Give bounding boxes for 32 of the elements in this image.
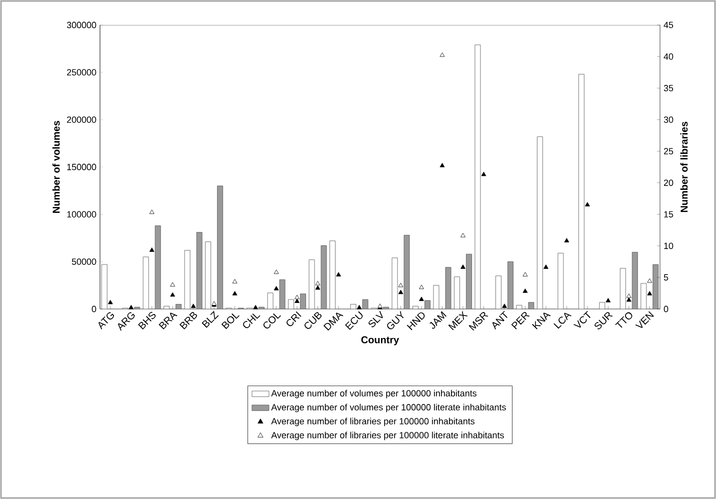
y2-tick-label: 5: [664, 274, 668, 281]
x-tick-label: TTO: [615, 312, 632, 328]
y2-tick-label: 40: [664, 53, 674, 60]
y-tick-label: 150000: [67, 164, 96, 170]
y2-tick-label: 25: [664, 148, 674, 154]
x-tick-label: LCA: [554, 312, 572, 329]
y-tick-label: 50000: [72, 258, 96, 265]
y-tick-label: 250000: [67, 69, 96, 76]
y2-tick-label: 20: [664, 180, 674, 186]
y-tick-label: 200000: [67, 116, 96, 123]
y-tick-label: 300000: [66, 22, 96, 28]
x-axis-title: Country: [361, 336, 400, 346]
x-tick-label: VCT: [573, 310, 590, 328]
y2-tick-label: 45: [664, 22, 674, 28]
y2-tick-label: 10: [664, 242, 674, 250]
x-tick-label: CHL: [243, 313, 260, 328]
legend-label: Average number of libraries per 100000 inhabitants: [271, 418, 474, 426]
legend-label: Average number of libraries per 100000 literate inhabitants: [271, 432, 504, 440]
y2-tick-label: 0: [664, 306, 668, 312]
x-tick-label: COL: [263, 313, 281, 328]
legend-label: Average number of volumes per 100000 literate inhabitants: [271, 404, 506, 412]
x-tick-label: BOL: [221, 313, 240, 330]
y-tick-label: 0: [92, 306, 96, 312]
y2-tick-label: 30: [664, 116, 674, 123]
y-tick-label: 100000: [67, 211, 96, 218]
y2-tick-label: 35: [664, 84, 674, 92]
legend-label: Average number of volumes per 100000 inhabitants: [271, 390, 476, 398]
x-tick-label: SLV: [368, 310, 383, 328]
y2-axis-title: Number of libraries: [680, 122, 688, 212]
y2-tick-label: 15: [664, 211, 674, 218]
x-tick-label: CRI: [286, 311, 302, 326]
y-axis-title: Number of volumes: [52, 120, 60, 213]
